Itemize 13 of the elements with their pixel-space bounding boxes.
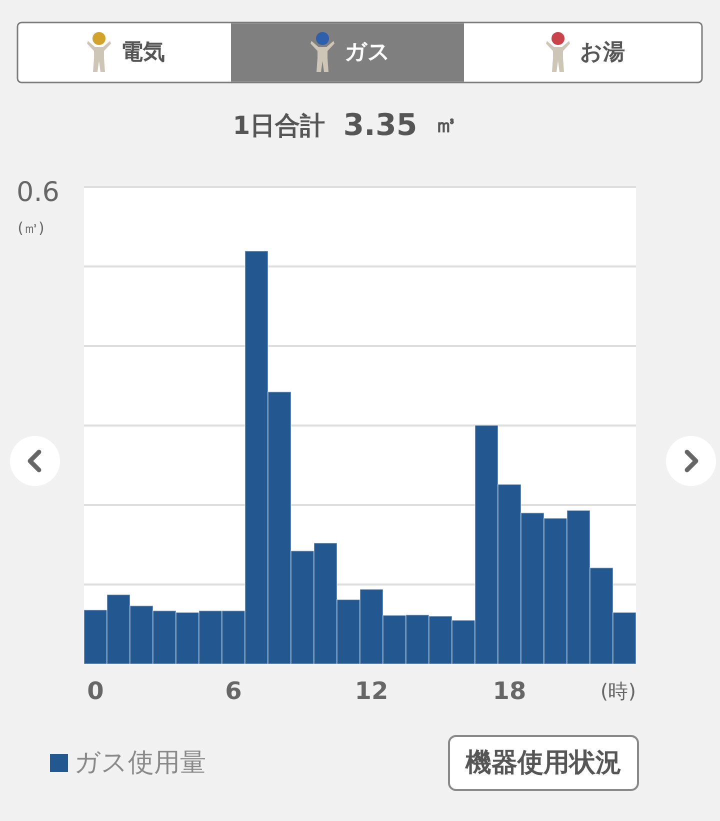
x-tick-label: 0 [87, 677, 104, 705]
tab-label: 電気 [121, 40, 165, 64]
x-tick-label: 18 [492, 677, 526, 705]
y-axis-title: (㎥) [18, 219, 44, 237]
x-tick-label: 6 [225, 677, 242, 705]
x-axis-title: (時) [600, 679, 636, 703]
tab-label: お湯 [580, 40, 625, 64]
button-label: 機器使用状況 [466, 748, 622, 778]
x-tick-label: 12 [354, 677, 388, 705]
title: 1日合計 3.35 ㎥ [232, 108, 458, 142]
scale-label: 0.6 [16, 176, 60, 208]
tab-label: ガス [344, 40, 390, 64]
legend-label: ガス使用量 [74, 748, 206, 778]
